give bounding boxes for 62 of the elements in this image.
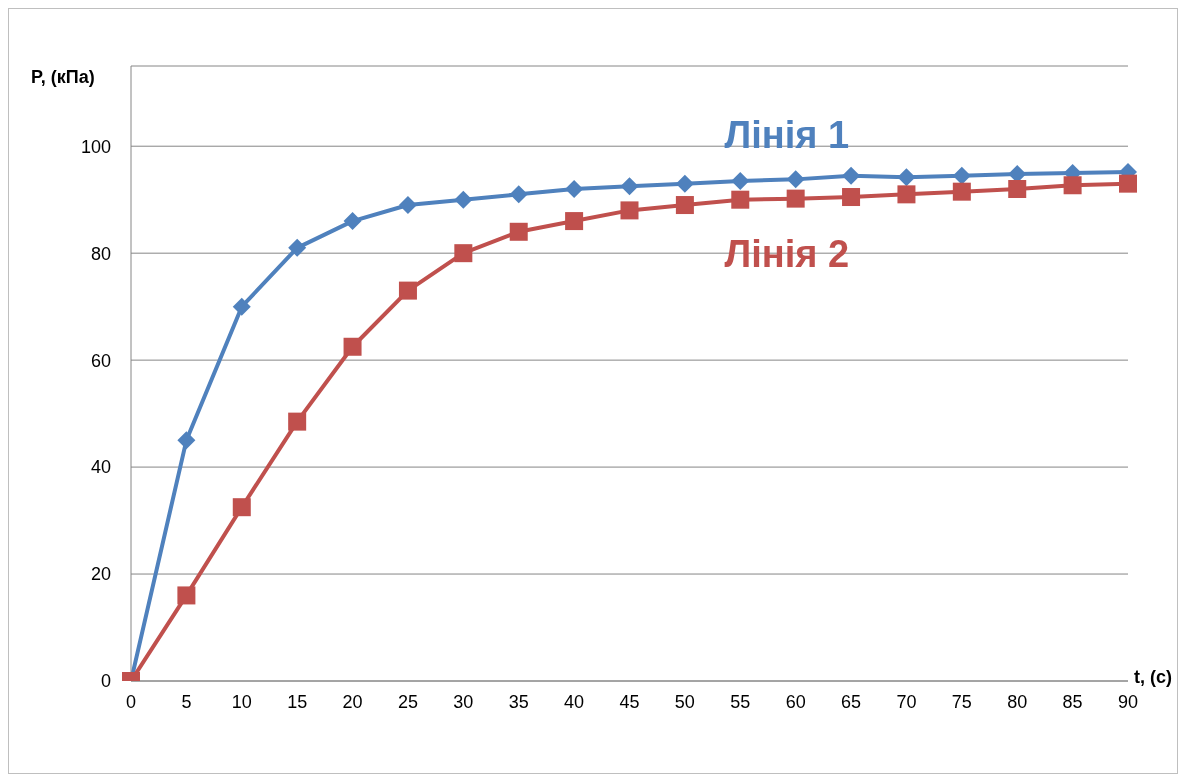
point [232, 297, 251, 316]
point [232, 498, 251, 517]
x-tick-label: 50 [674, 691, 695, 712]
point [454, 244, 473, 263]
x-tick-label: 85 [1062, 691, 1083, 712]
point [177, 586, 196, 605]
x-tick-label: 40 [564, 691, 585, 712]
point [952, 166, 971, 185]
x-tick-label: 5 [181, 691, 192, 712]
point [897, 168, 916, 187]
point [842, 166, 861, 185]
x-axis-title: t, (c) [1134, 667, 1172, 688]
x-tick-label: 70 [896, 691, 917, 712]
point [620, 177, 639, 196]
y-tick-label: 100 [80, 136, 111, 157]
x-tick-label: 30 [453, 691, 474, 712]
point [842, 188, 861, 207]
point [509, 185, 528, 204]
x-tick-label: 60 [785, 691, 806, 712]
point [565, 180, 584, 198]
y-tick-label: 60 [90, 350, 111, 371]
y-tick-label: 20 [90, 564, 111, 585]
point [952, 182, 971, 201]
y-tick-label: 40 [90, 457, 111, 478]
x-tick-label: 0 [125, 691, 137, 712]
point [343, 337, 362, 356]
point [675, 196, 694, 215]
y-tick-label: 80 [90, 243, 111, 264]
x-tick-label: 35 [508, 691, 529, 712]
point [454, 190, 473, 209]
point [731, 171, 750, 190]
point [675, 174, 694, 193]
point [288, 412, 307, 431]
point [731, 190, 750, 209]
x-tick-label: 25 [397, 691, 418, 712]
x-tick-label: 90 [1117, 691, 1139, 712]
point [509, 222, 528, 241]
x-tick-label: 80 [1007, 691, 1028, 712]
point [897, 185, 916, 204]
x-tick-label: 75 [951, 691, 972, 712]
point [786, 189, 805, 208]
point [398, 196, 417, 215]
point [1008, 180, 1027, 198]
x-tick-label: 10 [231, 691, 252, 712]
point [1063, 176, 1082, 195]
y-axis-title: P, (кПа) [31, 67, 95, 88]
point [288, 238, 307, 257]
point [398, 281, 417, 300]
point [786, 170, 805, 189]
x-tick-label: 20 [342, 691, 363, 712]
point [343, 212, 362, 231]
series-label: Лінія 2 [724, 232, 850, 276]
x-tick-label: 45 [619, 691, 640, 712]
y-tick-label: 0 [100, 671, 111, 692]
x-tick-label: 15 [287, 691, 308, 712]
series-label: Лінія 1 [724, 113, 850, 157]
point [177, 431, 196, 450]
point [565, 212, 584, 231]
x-tick-label: 65 [841, 691, 862, 712]
x-tick-label: 55 [730, 691, 751, 712]
point [620, 201, 639, 220]
point [1119, 174, 1137, 193]
